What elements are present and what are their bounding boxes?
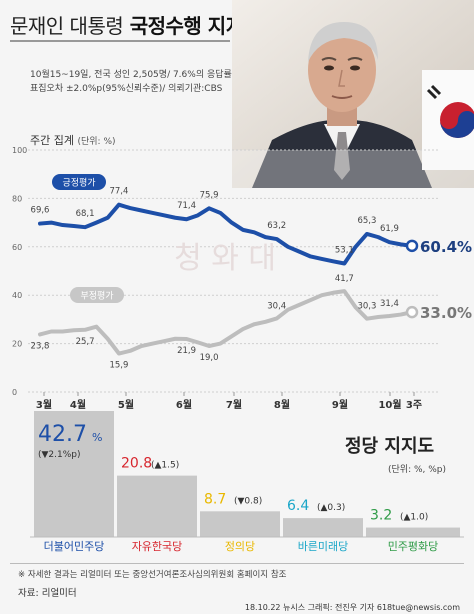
- x-tick-label: 7월: [226, 399, 242, 411]
- party-value-label: 20.8: [121, 456, 152, 472]
- survey-line-2: 표집오차 ±2.0%p(95%신뢰수준)/ 의뢰기관:CBS: [30, 84, 223, 94]
- party-change-label: (▼2.1%p): [38, 450, 81, 460]
- party-value-label: 6.4: [287, 498, 309, 514]
- party-change-label: (▼0.8): [234, 496, 262, 506]
- endpoint-marker: [405, 239, 419, 253]
- legend-label: 부정평가: [80, 291, 113, 302]
- series-line-negative: [38, 289, 414, 356]
- data-label: 71,4: [177, 201, 196, 211]
- line-chart-series: [38, 202, 419, 356]
- weekly-title: 주간 집계 (단위: %): [30, 132, 116, 148]
- data-label: 30,4: [267, 301, 286, 311]
- credit: 18.10.22 뉴시스 그래픽: 전진우 기자 618tue@newsis.c…: [244, 603, 460, 612]
- data-label: 63,2: [267, 221, 286, 231]
- endpoint-marker: [405, 305, 419, 319]
- party-name: 민주평화당: [388, 540, 439, 553]
- weekly-unit: (단위: %): [77, 137, 116, 147]
- data-label-final: 60.4%: [420, 238, 472, 256]
- watermark: 청 와 대: [174, 241, 276, 276]
- party-bar: [34, 411, 114, 537]
- data-label: 41,7: [335, 274, 354, 284]
- data-label: 75,9: [200, 190, 219, 200]
- data-label: 77,4: [109, 187, 128, 197]
- x-tick-label: 3월: [36, 399, 52, 411]
- footnote: ※ 자세한 결과는 리얼미터 또는 중앙선거여론조사심의위원회 홈페이지 참조: [18, 570, 287, 580]
- data-label: 69,6: [31, 206, 50, 216]
- x-tick-label: 10월: [378, 399, 401, 411]
- data-label: 25,7: [76, 337, 95, 347]
- party-change-label: (▲1.0): [400, 513, 428, 523]
- party-name: 더불어민주당: [44, 540, 105, 553]
- party-change-label: (▲1.5): [151, 461, 179, 471]
- footer-divider: [10, 563, 464, 564]
- series-line-positive: [38, 202, 414, 266]
- data-label: 30,3: [357, 302, 376, 312]
- legend-pill: [70, 287, 124, 303]
- y-tick-label: 60: [12, 243, 22, 252]
- data-label: 61,9: [380, 224, 399, 234]
- data-label: 23,8: [31, 341, 50, 351]
- x-tick-label: 6월: [176, 399, 192, 411]
- data-label: 15,9: [109, 361, 128, 371]
- data-label: 21,9: [177, 346, 196, 356]
- line-chart-labels: 69,6 68,1 77,4 71,4 75,9 63,2 53,1 65,3 61,9 60.4…: [31, 174, 472, 371]
- data-label: 19,0: [200, 353, 219, 363]
- x-tick-label: 9월: [332, 399, 348, 411]
- y-tick-label: 20: [12, 340, 22, 349]
- party-value-label: 42.7: [38, 422, 87, 447]
- legend-label: 긍정평가: [62, 178, 95, 189]
- party-name: 자유한국당: [132, 540, 183, 553]
- y-tick-label: 0: [12, 388, 17, 397]
- line-chart-axis: 3월 4월 5월 6월 7월 8월 9월 10월 3주: [36, 392, 422, 411]
- party-chart-title: 정당 지지도: [345, 436, 435, 457]
- x-tick-label: 5월: [118, 399, 134, 411]
- data-label-final: 33.0%: [420, 304, 472, 322]
- party-change-label: (▲0.3): [317, 503, 345, 513]
- survey-line-1: 10월15~19일, 전국 성인 2,505명/ 7.6%의 응답률: [30, 70, 232, 80]
- party-bar: [117, 475, 197, 537]
- data-label: 65,3: [357, 216, 376, 226]
- party-name: 바른미래당: [298, 540, 349, 553]
- x-tick-label: 8월: [274, 399, 290, 411]
- data-label: 68,1: [76, 209, 95, 219]
- party-bar: [200, 511, 280, 537]
- party-name: 정의당: [225, 540, 255, 553]
- data-label: 31,4: [380, 299, 399, 309]
- legend-pill: [52, 174, 106, 190]
- data-label: 53,1: [335, 245, 354, 255]
- y-tick-label: 80: [12, 194, 22, 203]
- title-underline: [10, 40, 230, 42]
- party-chart-unit: (단위: %, %p): [388, 465, 447, 475]
- weekly-title-text: 주간 집계: [30, 134, 74, 147]
- x-tick-label: 3주: [406, 399, 422, 411]
- party-percent-sign: %: [92, 431, 102, 444]
- party-bar: [283, 518, 363, 537]
- y-tick-label: 100: [12, 146, 27, 155]
- y-tick-label: 40: [12, 291, 22, 300]
- party-value-label: 3.2: [370, 508, 392, 524]
- president-photo: [232, 0, 474, 188]
- title-prefix: 문재인 대통령: [10, 14, 124, 38]
- source: 자료: 리얼미터: [18, 588, 77, 599]
- survey-info: 10월15~19일, 전국 성인 2,505명/ 7.6%의 응답률 표집오차 …: [30, 68, 232, 96]
- x-tick-label: 4월: [70, 399, 86, 411]
- party-bar: [366, 527, 460, 537]
- party-value-label: 8.7: [204, 491, 226, 507]
